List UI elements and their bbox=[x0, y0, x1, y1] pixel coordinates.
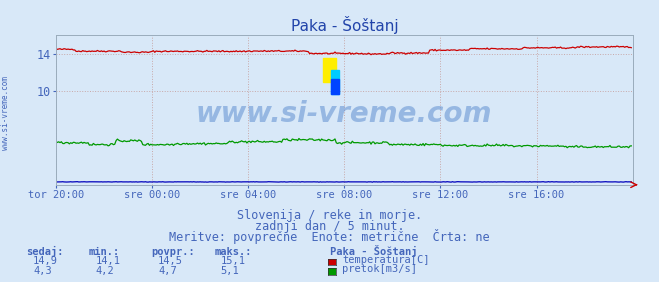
Text: min.:: min.: bbox=[89, 247, 120, 257]
Text: 4,2: 4,2 bbox=[96, 266, 114, 276]
Text: povpr.:: povpr.: bbox=[152, 247, 195, 257]
Bar bbox=[323, 58, 335, 81]
Text: Slovenija / reke in morje.: Slovenija / reke in morje. bbox=[237, 209, 422, 222]
Text: 14,9: 14,9 bbox=[33, 256, 58, 266]
Text: 14,5: 14,5 bbox=[158, 256, 183, 266]
Text: 4,7: 4,7 bbox=[158, 266, 177, 276]
Bar bbox=[331, 79, 339, 94]
Text: 5,1: 5,1 bbox=[221, 266, 239, 276]
Text: 15,1: 15,1 bbox=[221, 256, 246, 266]
Text: temperatura[C]: temperatura[C] bbox=[342, 255, 430, 265]
Text: Meritve: povprečne  Enote: metrične  Črta: ne: Meritve: povprečne Enote: metrične Črta:… bbox=[169, 229, 490, 244]
Title: Paka - Šoštanj: Paka - Šoštanj bbox=[291, 16, 398, 34]
Text: sedaj:: sedaj: bbox=[26, 246, 64, 257]
Bar bbox=[331, 70, 339, 94]
Text: pretok[m3/s]: pretok[m3/s] bbox=[342, 265, 417, 274]
Text: 14,1: 14,1 bbox=[96, 256, 121, 266]
Text: Paka - Šoštanj: Paka - Šoštanj bbox=[330, 245, 417, 257]
Text: zadnji dan / 5 minut.: zadnji dan / 5 minut. bbox=[254, 220, 405, 233]
Text: www.si-vreme.com: www.si-vreme.com bbox=[196, 100, 492, 129]
Text: maks.:: maks.: bbox=[214, 247, 252, 257]
Text: www.si-vreme.com: www.si-vreme.com bbox=[1, 76, 10, 150]
Text: 4,3: 4,3 bbox=[33, 266, 51, 276]
